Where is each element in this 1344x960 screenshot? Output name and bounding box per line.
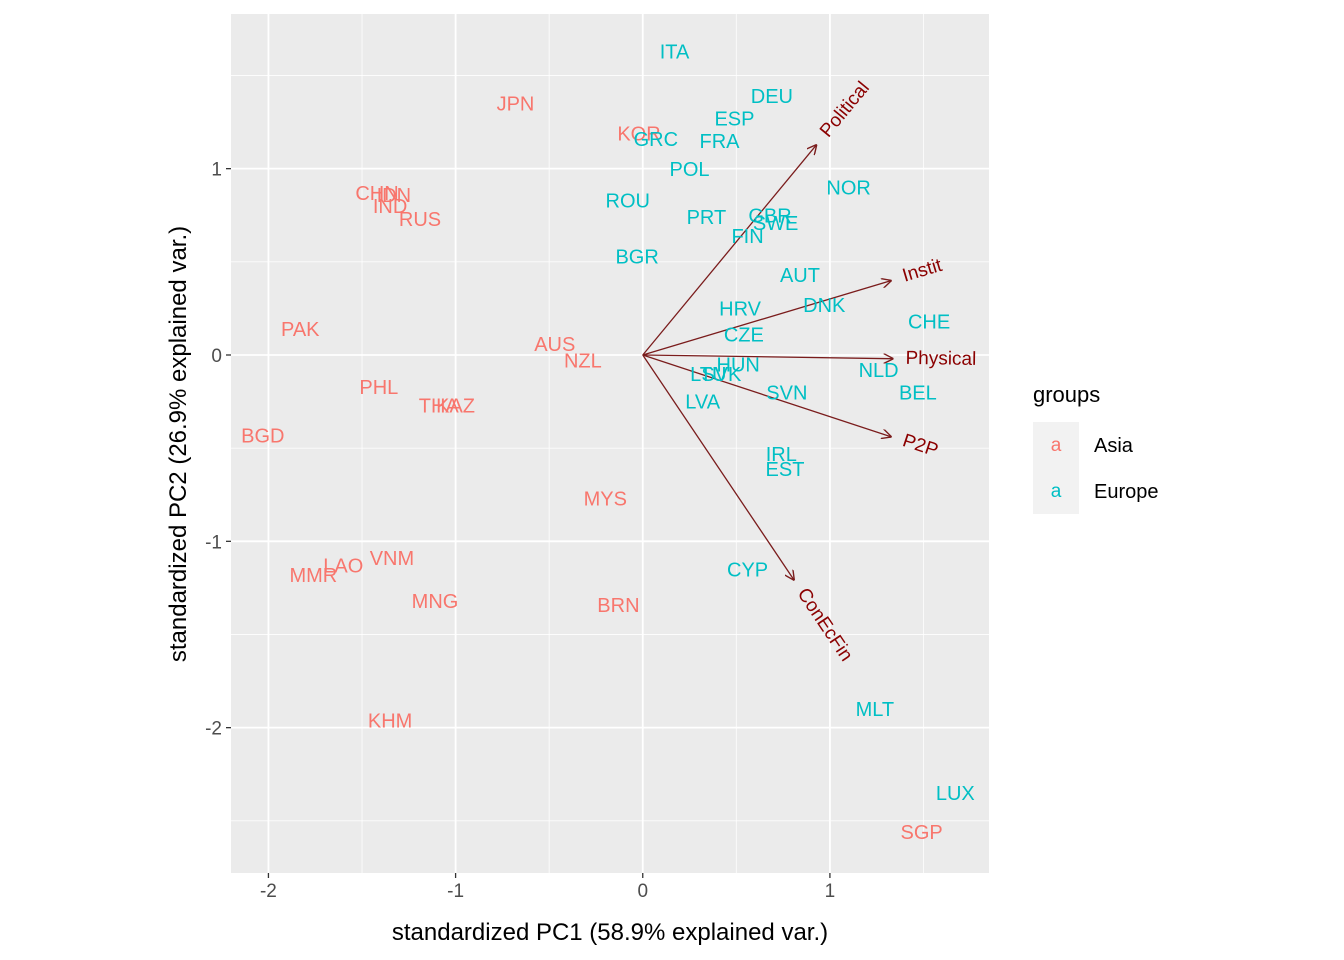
loading-arrow bbox=[642, 354, 892, 437]
data-point-label: GRC bbox=[634, 129, 678, 151]
loading-label: Physical bbox=[905, 348, 976, 370]
x-tick-label: -1 bbox=[447, 881, 464, 902]
loading-arrow bbox=[642, 355, 894, 359]
data-point-label: NZL bbox=[564, 351, 602, 373]
minor-gridlines bbox=[231, 14, 989, 873]
data-point-label: PHL bbox=[359, 377, 398, 399]
major-gridlines bbox=[231, 14, 989, 873]
legend: groups a Asia a Europe bbox=[1033, 382, 1159, 514]
data-point-label: ROU bbox=[606, 190, 650, 212]
data-point-label: KAZ bbox=[436, 395, 475, 417]
data-point-label: BGR bbox=[615, 246, 658, 268]
data-point-label: IDN bbox=[377, 185, 411, 207]
x-tick-label: -2 bbox=[260, 881, 277, 902]
data-point-label: MYS bbox=[584, 489, 627, 511]
data-point-label: SWE bbox=[753, 213, 799, 235]
data-point-label: MNG bbox=[412, 591, 459, 613]
y-tick-label: 0 bbox=[211, 346, 222, 367]
data-point-label: NLD bbox=[859, 360, 899, 382]
data-point-label: GBR bbox=[748, 205, 791, 227]
data-point-label: LUX bbox=[936, 783, 975, 805]
legend-key bbox=[1033, 422, 1079, 468]
data-point-label: DEU bbox=[751, 86, 793, 108]
data-point-label: BEL bbox=[899, 382, 937, 404]
data-point-label: FRA bbox=[699, 131, 740, 153]
data-point-label: VNM bbox=[370, 548, 414, 570]
data-point-label: ESP bbox=[714, 108, 754, 130]
data-point-label: JPN bbox=[497, 94, 535, 116]
legend-title: groups bbox=[1033, 382, 1100, 407]
data-point-label: THA bbox=[419, 395, 460, 417]
data-point-label: RUS bbox=[399, 209, 441, 231]
data-point-label: HRV bbox=[719, 299, 762, 321]
data-point-label: KOR bbox=[617, 123, 660, 145]
y-axis-title: standardized PC2 (26.9% explained var.) bbox=[165, 226, 192, 662]
legend-label: Europe bbox=[1094, 481, 1159, 503]
y-tick-label: -2 bbox=[205, 719, 222, 740]
data-point-label: ITA bbox=[660, 41, 690, 63]
data-point-label: FIN bbox=[731, 226, 763, 248]
data-point-label: SVN bbox=[766, 382, 807, 404]
data-point-label: IRL bbox=[766, 444, 797, 466]
data-point-label: LTU bbox=[690, 364, 726, 386]
legend-key bbox=[1033, 468, 1079, 514]
loading-arrow bbox=[642, 354, 795, 580]
data-point-label: POL bbox=[670, 159, 710, 181]
x-axis-title: standardized PC1 (58.9% explained var.) bbox=[392, 919, 828, 946]
data-point-label: KHM bbox=[368, 710, 412, 732]
data-point-label: SGP bbox=[900, 822, 942, 844]
loading-arrow bbox=[642, 144, 817, 356]
loading-arrow bbox=[642, 280, 892, 356]
data-point-label: MMR bbox=[289, 565, 337, 587]
y-axis: -2 -1 0 1 bbox=[205, 160, 231, 740]
y-tick-label: 1 bbox=[211, 160, 222, 181]
legend-entries: a Asia a Europe bbox=[1033, 422, 1159, 514]
data-point-label: LVA bbox=[685, 392, 720, 414]
data-point-label: MLT bbox=[856, 699, 895, 721]
x-axis: -2 -1 0 1 bbox=[260, 873, 835, 902]
data-point-label: CYP bbox=[727, 559, 768, 581]
data-point-label: LAO bbox=[323, 556, 363, 578]
data-point-label: HUN bbox=[717, 354, 760, 376]
data-point-label: DNK bbox=[803, 295, 846, 317]
data-point-label: IND bbox=[373, 196, 407, 218]
x-tick-label: 1 bbox=[825, 881, 836, 902]
plot-panel bbox=[231, 14, 989, 873]
data-point-label: CHN bbox=[355, 183, 398, 205]
data-point-label: PAK bbox=[281, 319, 320, 341]
data-point-label: CZE bbox=[724, 325, 764, 347]
legend-label: Asia bbox=[1094, 435, 1134, 457]
data-point-label: NOR bbox=[826, 177, 870, 199]
data-point-label: EST bbox=[766, 459, 805, 481]
data-point-label: BRN bbox=[597, 595, 639, 617]
data-point-label: PRT bbox=[687, 207, 727, 229]
loading-arrows bbox=[642, 144, 894, 580]
data-point-label: SVK bbox=[701, 364, 742, 386]
data-point-label: CHE bbox=[908, 312, 950, 334]
legend-key-glyph: a bbox=[1051, 481, 1062, 502]
y-tick-label: -1 bbox=[205, 532, 222, 553]
data-point-label: AUS bbox=[534, 334, 575, 356]
data-point-label: BGD bbox=[241, 425, 284, 447]
x-tick-label: 0 bbox=[637, 881, 648, 902]
data-point-label: AUT bbox=[780, 265, 820, 287]
legend-key-glyph: a bbox=[1051, 435, 1062, 456]
